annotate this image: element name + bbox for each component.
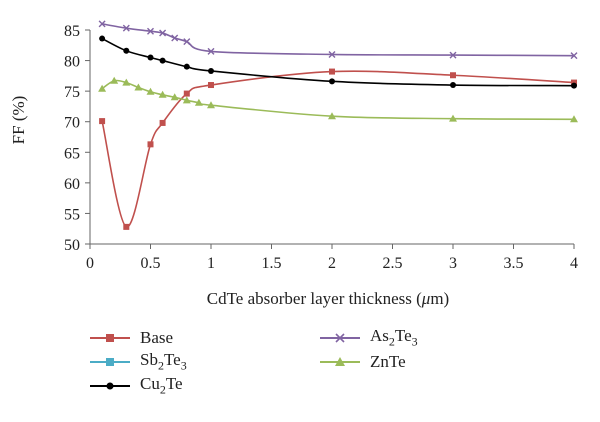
data-point-as2te3 <box>449 51 457 59</box>
x-tick-label: 1.5 <box>262 255 282 272</box>
series-line-base <box>101 70 575 228</box>
x-marker-stroke <box>159 29 167 37</box>
data-point-cu2te <box>208 67 214 74</box>
data-point-cu2te <box>571 82 577 89</box>
chart-axes: 50 55 60 65 70 75 80 85 0 0.5 1 1.5 2 2.5 3 3.5 4 <box>64 23 578 272</box>
data-point-cu2te <box>99 35 106 42</box>
x-axis-label-suffix: m) <box>430 289 449 308</box>
data-point-base <box>147 141 154 148</box>
x-marker-stroke <box>171 34 179 42</box>
data-point-znte <box>449 114 457 122</box>
data-point-as2te3 <box>171 34 179 42</box>
x-marker-stroke <box>449 51 457 59</box>
data-point-znte <box>98 84 107 92</box>
data-point-as2te3 <box>183 38 191 46</box>
data-point-as2te3 <box>98 20 106 28</box>
x-tick-label: 1 <box>207 255 215 272</box>
data-point-cu2te <box>329 78 335 85</box>
data-point-znte <box>170 93 179 101</box>
x-tick-label: 2 <box>328 255 336 272</box>
x-marker-stroke <box>207 47 215 55</box>
data-point-znte <box>122 78 131 86</box>
data-point-cu2te <box>450 82 456 89</box>
y-tick-label: 75 <box>64 84 80 101</box>
data-point-base <box>183 90 190 97</box>
x-tick-label: 4 <box>570 255 578 272</box>
x-marker-stroke <box>147 27 154 35</box>
chart-plot-area <box>98 20 578 230</box>
data-point-znte <box>570 115 578 123</box>
y-tick-label: 65 <box>64 145 80 162</box>
series-line-cu2te <box>101 37 575 87</box>
x-marker-stroke <box>328 50 336 58</box>
y-tick-label: 60 <box>64 176 80 193</box>
y-tick-label: 80 <box>64 54 80 71</box>
data-point-znte <box>328 112 336 120</box>
data-point-cu2te <box>183 63 190 70</box>
data-point-base <box>123 223 130 230</box>
data-point-base <box>329 68 335 75</box>
data-point-znte <box>194 98 203 106</box>
y-tick-label: 50 <box>64 237 80 254</box>
data-point-znte <box>207 101 215 109</box>
y-tick-label: 85 <box>64 23 80 40</box>
x-tick-label: 3 <box>449 255 457 272</box>
data-point-as2te3 <box>570 52 578 60</box>
x-axis-label-unit-symbol: μ <box>421 289 431 308</box>
data-point-base <box>450 72 456 79</box>
data-point-cu2te <box>123 47 130 54</box>
y-tick-label: 70 <box>64 115 80 132</box>
data-point-base <box>99 118 106 125</box>
data-point-znte <box>134 83 143 91</box>
data-point-as2te3 <box>328 50 336 58</box>
data-point-base <box>159 119 166 126</box>
data-point-cu2te <box>147 54 154 61</box>
x-tick-label: 3.5 <box>504 255 524 272</box>
x-marker-stroke <box>183 38 191 46</box>
x-marker-stroke <box>98 20 106 28</box>
y-tick-label: 55 <box>64 206 80 223</box>
x-tick-label: 0.5 <box>141 255 161 272</box>
data-point-as2te3 <box>122 24 130 32</box>
data-point-as2te3 <box>207 47 215 55</box>
x-axis-label: CdTe absorber layer thickness (μm) <box>207 289 449 308</box>
data-point-znte <box>182 96 191 104</box>
x-tick-label: 0 <box>86 255 94 272</box>
data-point-as2te3 <box>147 27 154 35</box>
x-tick-label: 2.5 <box>383 255 403 272</box>
data-point-znte <box>146 87 155 95</box>
data-point-cu2te <box>159 57 166 64</box>
x-marker-stroke <box>570 52 578 60</box>
y-axis-label: FF (%) <box>9 96 28 145</box>
x-axis-label-prefix: CdTe absorber layer thickness ( <box>207 289 422 308</box>
data-point-znte <box>110 76 119 84</box>
data-point-znte <box>158 90 167 98</box>
data-point-as2te3 <box>159 29 167 37</box>
data-point-base <box>208 82 214 89</box>
data-point-base <box>571 79 577 86</box>
x-marker-stroke <box>122 24 130 32</box>
